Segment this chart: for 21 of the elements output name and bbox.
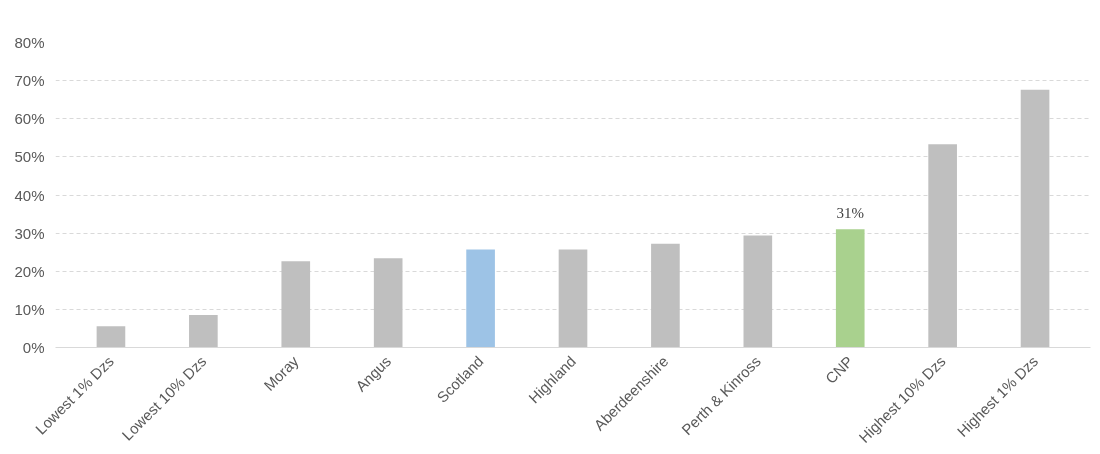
y-tick-label: 70% xyxy=(14,72,45,90)
bar xyxy=(96,326,126,348)
y-tick-label: 50% xyxy=(14,148,45,166)
bar xyxy=(466,249,495,348)
bar xyxy=(189,315,218,348)
data-label: 31% xyxy=(836,205,864,222)
y-tick-label: 0% xyxy=(22,339,45,356)
y-tick-label: 60% xyxy=(14,110,45,128)
y-tick-label: 30% xyxy=(14,224,45,242)
bar xyxy=(558,249,588,348)
y-tick-label: 20% xyxy=(14,262,45,280)
bar xyxy=(1020,89,1050,348)
bar xyxy=(651,243,680,348)
bar xyxy=(743,235,773,348)
bar xyxy=(928,144,957,348)
y-tick-label: 10% xyxy=(14,300,45,318)
bar xyxy=(281,261,311,348)
y-tick-label: 40% xyxy=(14,186,45,204)
bar xyxy=(373,258,403,348)
y-tick-label: 80% xyxy=(14,34,45,51)
bar xyxy=(835,229,865,348)
